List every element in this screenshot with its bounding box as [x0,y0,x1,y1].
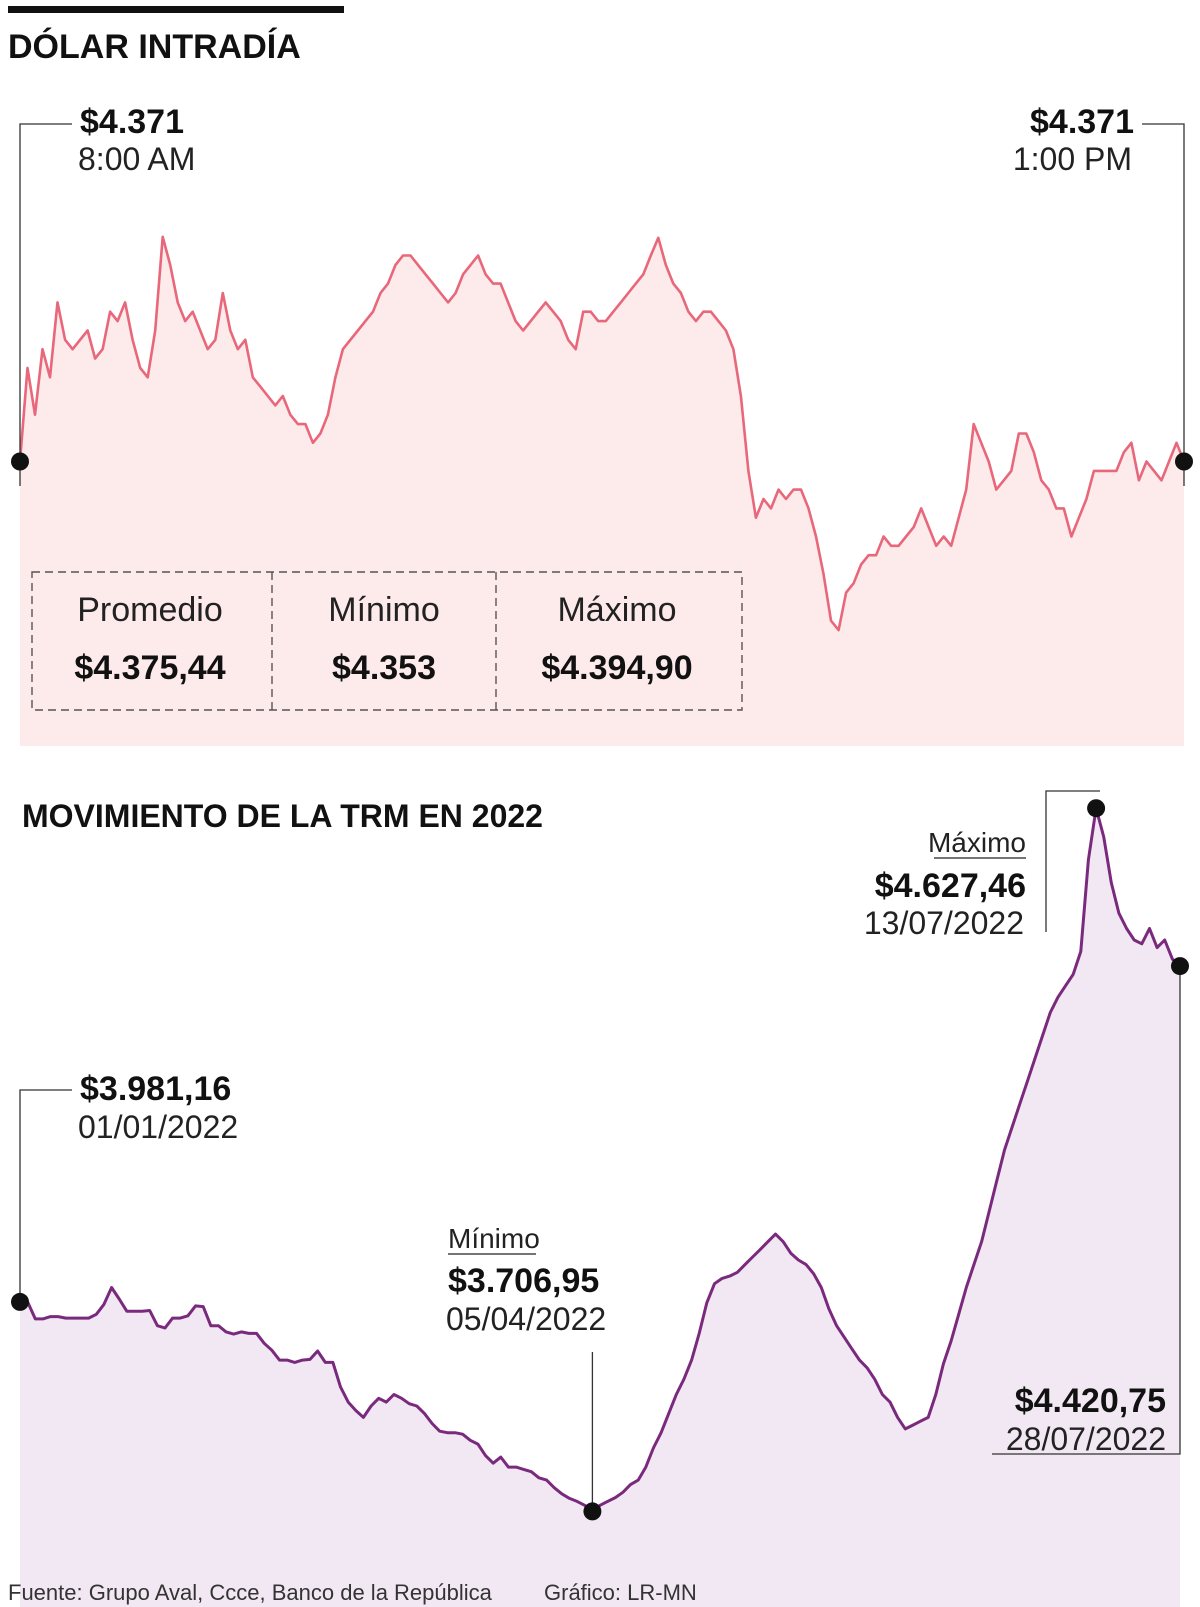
top-rule [8,6,344,13]
chart2-start-leader [19,1089,72,1310]
stats-maximo-value: $4.394,90 [541,649,692,687]
chart2-plot [20,806,1182,1607]
chart2-area-fill [20,808,1180,1607]
chart1-start-leader [19,123,72,486]
stats-minimo-label: Mínimo [328,591,439,629]
chart1-plot [18,235,1186,747]
chart1-area-fill [20,236,1184,747]
chart2-max-dot [1087,799,1106,818]
chart1-start-time: 8:00 AM [78,141,195,177]
chart2-end-date: 28/07/2022 [1006,1421,1166,1457]
chart2-max-label: Máximo [928,827,1026,858]
stats-minimo-value: $4.353 [332,649,436,687]
chart2-min-value: $3.706,95 [448,1262,599,1300]
stats-promedio-label: Promedio [77,591,223,629]
chart2-end-value: $4.420,75 [1015,1382,1166,1420]
footer-source: Fuente: Grupo Aval, Ccce, Banco de la Re… [8,1580,493,1605]
stats-promedio-value: $4.375,44 [74,649,225,687]
chart1-end-dot [1175,452,1193,471]
chart2-end-leader [992,958,1181,1455]
footer-credit: Gráfico: LR-MN [544,1580,697,1605]
chart1-title: DÓLAR INTRADÍA [8,28,301,66]
chart2-max-date: 13/07/2022 [864,905,1024,941]
chart2-start-dot [11,1292,29,1311]
stats-maximo-label: Máximo [557,591,676,629]
stats-box: Promedio $4.375,44 Mínimo $4.353 Máximo … [31,571,743,711]
chart1-series-line [18,235,1186,632]
chart2-start-value: $3.981,16 [80,1070,231,1108]
chart1-start-dot [11,452,29,471]
chart1-end-leader [1142,123,1185,486]
chart2-series-line [20,806,1182,1513]
chart2-max-leader [1045,790,1100,932]
chart2-min-label: Mínimo [448,1223,540,1254]
chart2-min-dot [583,1502,602,1521]
chart2-end-dot [1171,957,1189,976]
chart2-start-date: 01/01/2022 [78,1109,238,1145]
chart2-min-date: 05/04/2022 [446,1301,606,1337]
chart1-end-time: 1:00 PM [1013,141,1132,177]
stats-box-border [31,571,743,711]
chart1-end-value: $4.371 [1030,103,1134,141]
chart2-max-value: $4.627,46 [875,867,1026,905]
chart1-start-value: $4.371 [80,103,184,141]
chart2-title: MOVIMIENTO DE LA TRM EN 2022 [22,798,543,834]
